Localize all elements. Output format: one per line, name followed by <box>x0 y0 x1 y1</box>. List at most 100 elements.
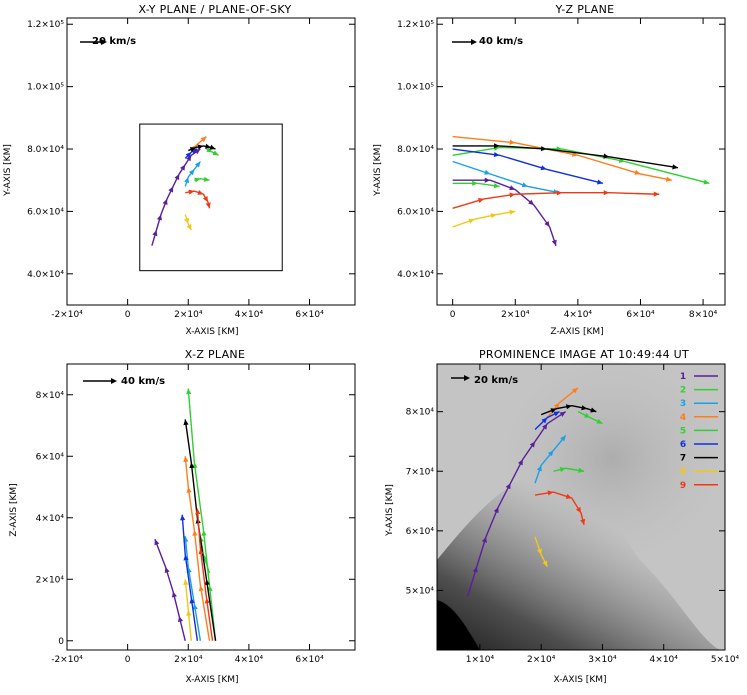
series-1-arrowhead <box>544 221 550 228</box>
y-tick-label: 8×10⁴ <box>406 408 435 418</box>
y-tick-label: 6×10⁴ <box>406 527 435 537</box>
series-3-track <box>534 435 567 484</box>
series-5-arrowhead <box>201 530 207 536</box>
series-7-arrowhead <box>183 419 189 426</box>
series-7-arrowhead <box>590 407 597 413</box>
series-8-arrowhead <box>509 209 516 215</box>
series-7-arrowhead <box>189 147 196 152</box>
series-6-arrowhead <box>183 554 189 561</box>
series-9-arrowhead <box>547 490 554 496</box>
x-axis-label: Z-AXIS [KM] <box>550 327 603 337</box>
series-8-arrowhead <box>468 218 475 224</box>
series-1-arrowhead <box>509 185 516 191</box>
series-1-arrowhead <box>186 155 192 162</box>
x-tick-label: 3×10⁴ <box>588 655 617 665</box>
y-tick-label: 1.2×10⁵ <box>27 20 64 30</box>
series-4-arrowhead <box>634 169 641 175</box>
series-7-arrowhead <box>205 143 211 149</box>
series-1-arrowhead <box>472 566 478 573</box>
series-1-arrowhead <box>517 459 523 466</box>
series-7-arrowhead <box>189 462 195 469</box>
x-tick-label: 2×10⁴ <box>527 655 556 665</box>
series-6-arrowhead <box>180 514 186 521</box>
panel-prominence-image: PROMINENCE IMAGE AT 10:49:44 UT 1×10⁴ 2×1… <box>385 348 740 685</box>
series-9-arrowhead <box>509 192 516 198</box>
series-2-arrowhead <box>472 180 478 186</box>
series-8-track <box>452 210 516 228</box>
x-axis-label: X-AXIS [KM] <box>553 675 606 685</box>
x-tick-label: -2×10⁴ <box>51 655 83 665</box>
y-tick-label: 8×10⁴ <box>36 391 65 401</box>
region-box <box>139 123 283 272</box>
panel-title: PROMINENCE IMAGE AT 10:49:44 UT <box>479 348 689 361</box>
series-7-arrowhead <box>550 408 557 414</box>
x-tick-label: 6×10⁴ <box>295 310 324 320</box>
series-9-arrowhead <box>202 195 208 203</box>
series-1-track <box>154 539 186 641</box>
series-8-arrowhead <box>186 610 192 616</box>
solar-limb <box>437 600 480 650</box>
series-7-track <box>184 419 217 641</box>
velocity-arrowhead <box>111 378 117 384</box>
series-5-arrowhead <box>584 412 591 418</box>
series-1-track <box>151 148 201 246</box>
series-7-arrowhead <box>565 404 572 410</box>
panel-title: X-Y PLANE / PLANE-OF-SKY <box>139 3 292 16</box>
series-5-arrowhead <box>186 388 192 395</box>
series-4-arrowhead <box>200 136 207 143</box>
series-2-arrowhead <box>203 176 210 182</box>
series-4-arrowhead <box>554 402 560 409</box>
series-8-arrowhead <box>186 224 192 231</box>
solar-limb-shading <box>437 470 720 650</box>
series-9-arrowhead <box>198 548 204 555</box>
series-9-arrowhead <box>195 508 201 515</box>
series-8-arrowhead <box>542 560 548 567</box>
series-9-arrowhead <box>580 518 586 525</box>
y-tick-label: 2×10⁴ <box>36 575 65 585</box>
series-9-arrowhead <box>565 493 572 499</box>
series-1-arrowhead <box>164 566 170 573</box>
series-7-arrowhead <box>494 143 500 149</box>
y-tick-label: 6.0×10⁴ <box>27 207 64 217</box>
x-tick-label: 4×10⁴ <box>564 310 593 320</box>
series-1-arrowhead <box>152 230 158 237</box>
series-1-arrowhead <box>180 164 186 171</box>
series-7-arrowhead <box>603 153 610 159</box>
y-axis-label: Z-AXIS [KM] <box>9 483 19 536</box>
series-6-arrowhead <box>541 417 548 424</box>
series-3-arrowhead <box>521 182 528 188</box>
panel-xy: X-Y PLANE / PLANE-OF-SKY -2×10⁴ 0 2×10⁴ 4×1… <box>3 3 356 337</box>
series-1-arrowhead <box>154 539 160 546</box>
x-tick-label: 0 <box>125 310 131 320</box>
series-4-arrowhead <box>186 487 192 493</box>
series-3-arrowhead <box>484 169 491 175</box>
x-tick-label: 4×10⁴ <box>235 310 264 320</box>
series-7-arrowhead <box>209 144 216 150</box>
series-3-track <box>184 536 202 641</box>
series-9-arrowhead <box>197 190 204 195</box>
plot-frame <box>436 17 726 306</box>
legend-number: 3 <box>680 399 686 409</box>
y-tick-label: 6×10⁴ <box>36 452 65 462</box>
x-tick-label: 2×10⁴ <box>501 310 530 320</box>
panel-yz: Y-Z PLANE 0 2×10⁴ 4×10⁴ 6×10⁴ 8×10⁴ 4.0×10⁴ 6.… <box>373 3 726 337</box>
series-8-arrowhead <box>536 548 542 555</box>
series-3-track <box>452 160 560 194</box>
x-tick-label: 4×10⁴ <box>235 655 264 665</box>
series-9-arrowhead <box>575 506 581 513</box>
panel-title: Y-Z PLANE <box>555 3 615 16</box>
velocity-scale-label: 40 km/s <box>479 36 523 47</box>
series-7-arrowhead <box>581 405 588 411</box>
x-tick-label: -2×10⁴ <box>51 310 83 320</box>
series-6-arrowhead <box>493 151 500 158</box>
y-tick-label: 1.2×10⁵ <box>397 20 434 30</box>
x-tick-label: 2×10⁴ <box>174 310 203 320</box>
plot-frame <box>66 17 356 306</box>
x-tick-label: 4×10⁴ <box>650 655 679 665</box>
y-tick-label: 5×10⁴ <box>406 586 435 596</box>
series-7-arrowhead <box>204 579 210 586</box>
series-4-arrowhead <box>192 530 198 536</box>
series-6-arrowhead <box>540 165 547 171</box>
series-1-arrowhead <box>528 199 535 206</box>
